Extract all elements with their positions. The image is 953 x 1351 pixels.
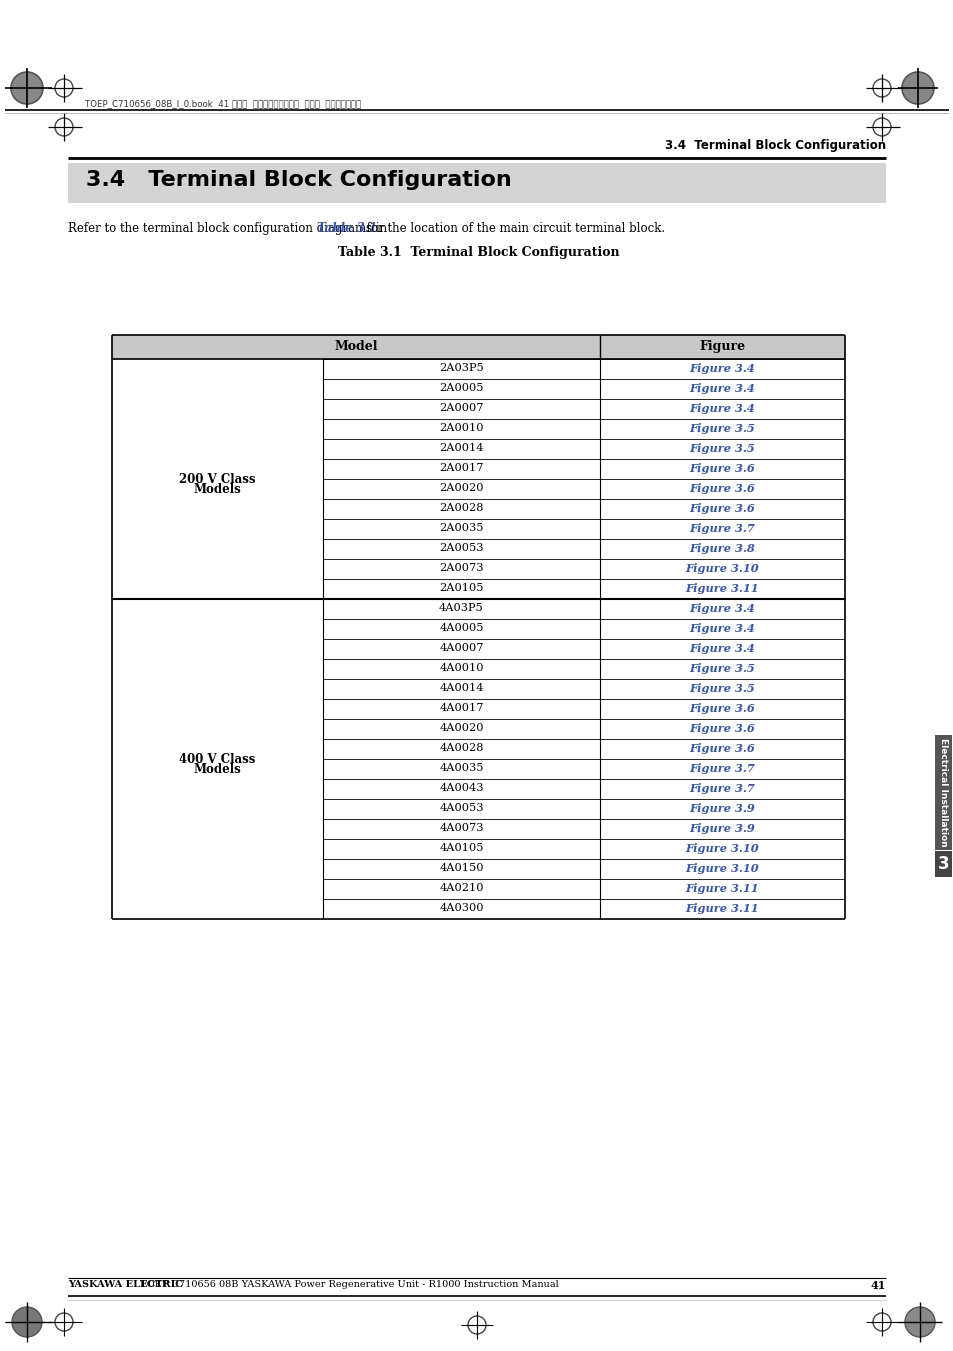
Circle shape xyxy=(901,72,933,104)
Text: Models: Models xyxy=(193,763,241,775)
Text: Refer to the terminal block configuration diagrams in: Refer to the terminal block configuratio… xyxy=(68,222,391,235)
Text: 2A0035: 2A0035 xyxy=(438,523,483,534)
Text: Figure 3.5: Figure 3.5 xyxy=(689,684,755,694)
Text: Figure 3.6: Figure 3.6 xyxy=(689,723,755,734)
Text: Figure 3.7: Figure 3.7 xyxy=(689,763,755,774)
Circle shape xyxy=(12,1306,42,1337)
Text: 2A0010: 2A0010 xyxy=(438,423,483,434)
Text: Figure 3.4: Figure 3.4 xyxy=(689,382,755,394)
Text: Figure 3.5: Figure 3.5 xyxy=(689,423,755,434)
Text: 4A0300: 4A0300 xyxy=(438,902,483,913)
Text: for the location of the main circuit terminal block.: for the location of the main circuit ter… xyxy=(363,222,665,235)
Text: Figure 3.5: Figure 3.5 xyxy=(689,663,755,674)
Text: TOEP C710656 08B YASKAWA Power Regenerative Unit - R1000 Instruction Manual: TOEP C710656 08B YASKAWA Power Regenerat… xyxy=(136,1279,558,1289)
Text: Figure 3.6: Figure 3.6 xyxy=(689,463,755,474)
Text: 2A0007: 2A0007 xyxy=(438,403,483,413)
Text: 4A0017: 4A0017 xyxy=(438,703,483,713)
Text: Figure 3.4: Figure 3.4 xyxy=(689,363,755,374)
Text: Figure 3.6: Figure 3.6 xyxy=(689,703,755,713)
Text: Figure 3.4: Figure 3.4 xyxy=(689,403,755,413)
Text: 4A0005: 4A0005 xyxy=(438,623,483,634)
Bar xyxy=(68,163,885,203)
Bar xyxy=(112,335,844,359)
Text: 2A0017: 2A0017 xyxy=(438,463,483,473)
Text: 200 V Class: 200 V Class xyxy=(179,473,255,486)
Text: 4A0020: 4A0020 xyxy=(438,723,483,734)
Text: 400 V Class: 400 V Class xyxy=(179,753,255,766)
Text: 4A03P5: 4A03P5 xyxy=(438,603,483,613)
Text: 2A0105: 2A0105 xyxy=(438,584,483,593)
Text: 2A03P5: 2A03P5 xyxy=(438,363,483,373)
Text: Figure 3.7: Figure 3.7 xyxy=(689,523,755,534)
Text: 4A0010: 4A0010 xyxy=(438,663,483,673)
Text: Models: Models xyxy=(193,484,241,496)
Text: 41: 41 xyxy=(870,1279,885,1292)
Text: Figure 3.11: Figure 3.11 xyxy=(685,902,759,915)
Text: Electrical Installation: Electrical Installation xyxy=(938,738,947,847)
Text: 4A0028: 4A0028 xyxy=(438,743,483,753)
Text: 2A0005: 2A0005 xyxy=(438,382,483,393)
Text: 4A0043: 4A0043 xyxy=(438,784,483,793)
Bar xyxy=(934,851,951,877)
Text: Figure 3.6: Figure 3.6 xyxy=(689,503,755,513)
Circle shape xyxy=(904,1306,934,1337)
Text: Figure 3.10: Figure 3.10 xyxy=(685,563,759,574)
Text: Figure 3.11: Figure 3.11 xyxy=(685,884,759,894)
Text: 3: 3 xyxy=(937,855,948,873)
Text: Figure 3.7: Figure 3.7 xyxy=(689,784,755,794)
Text: 2A0053: 2A0053 xyxy=(438,543,483,553)
Text: Figure 3.9: Figure 3.9 xyxy=(689,823,755,834)
Text: 4A0014: 4A0014 xyxy=(438,684,483,693)
Text: 4A0105: 4A0105 xyxy=(438,843,483,852)
Text: Model: Model xyxy=(334,340,377,353)
Text: 4A0035: 4A0035 xyxy=(438,763,483,773)
Text: Figure: Figure xyxy=(699,340,745,353)
Text: 4A0073: 4A0073 xyxy=(438,823,483,834)
Text: 4A0053: 4A0053 xyxy=(438,802,483,813)
Text: 4A0150: 4A0150 xyxy=(438,863,483,873)
Text: 2A0014: 2A0014 xyxy=(438,443,483,453)
Text: Figure 3.6: Figure 3.6 xyxy=(689,484,755,494)
Text: 4A0007: 4A0007 xyxy=(438,643,483,653)
Text: Figure 3.4: Figure 3.4 xyxy=(689,623,755,634)
Text: Figure 3.4: Figure 3.4 xyxy=(689,603,755,613)
Text: 3.4   Terminal Block Configuration: 3.4 Terminal Block Configuration xyxy=(86,170,511,190)
Text: Figure 3.9: Figure 3.9 xyxy=(689,802,755,815)
Text: 2A0020: 2A0020 xyxy=(438,484,483,493)
Text: TOEP_C710656_08B_I_0.book  41 ページ  ２０１５年２月５日  木曜日  午前１０時７分: TOEP_C710656_08B_I_0.book 41 ページ ２０１５年２月… xyxy=(85,99,361,108)
Circle shape xyxy=(11,72,43,104)
Text: Table 3.1  Terminal Block Configuration: Table 3.1 Terminal Block Configuration xyxy=(337,246,618,259)
Text: Figure 3.8: Figure 3.8 xyxy=(689,543,755,554)
Text: Figure 3.6: Figure 3.6 xyxy=(689,743,755,754)
Text: Figure 3.10: Figure 3.10 xyxy=(685,863,759,874)
Text: 3.4  Terminal Block Configuration: 3.4 Terminal Block Configuration xyxy=(664,139,885,153)
Text: Figure 3.4: Figure 3.4 xyxy=(689,643,755,654)
Bar xyxy=(934,735,951,850)
Text: Figure 3.10: Figure 3.10 xyxy=(685,843,759,854)
Text: 2A0028: 2A0028 xyxy=(438,503,483,513)
Text: 4A0210: 4A0210 xyxy=(438,884,483,893)
Text: Figure 3.5: Figure 3.5 xyxy=(689,443,755,454)
Text: 2A0073: 2A0073 xyxy=(438,563,483,573)
Text: Figure 3.11: Figure 3.11 xyxy=(685,584,759,594)
Text: YASKAWA ELECTRIC: YASKAWA ELECTRIC xyxy=(68,1279,183,1289)
Text: Table 3.1: Table 3.1 xyxy=(317,222,377,235)
